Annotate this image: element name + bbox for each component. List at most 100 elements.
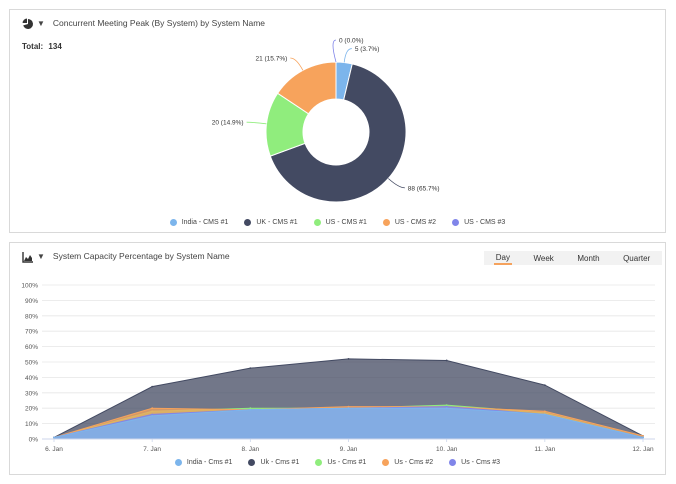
legend-label: US - CMS #1 [325,219,367,226]
legend-label: Uk - Cms #1 [260,459,300,466]
data-point-us-cms-3[interactable] [151,413,154,416]
data-point-us-cms-2[interactable] [151,407,154,410]
area-chart-title: System Capacity Percentage by System Nam… [52,251,230,261]
legend-label: Us - Cms #2 [394,459,434,466]
pie-legend: India - CMS #1 UK - CMS #1 US - CMS #1 US -… [10,219,665,226]
area-legend-item-india-cms-1[interactable]: India - Cms #1 [174,459,233,466]
legend-label: Us - Cms #3 [461,459,501,466]
legend-label: India - CMS #1 [181,219,229,226]
y-tick-label: 100% [21,283,38,290]
legend-marker-icon [315,459,323,466]
y-tick-label: 60% [25,344,38,351]
chart-type-caret-icon[interactable]: ▼ [37,251,45,261]
data-point-india-cms-1[interactable] [543,413,546,416]
pie-legend-item-us-cms-3[interactable]: US - CMS #3 [452,219,505,226]
y-tick-label: 80% [25,313,38,320]
data-point-india-cms-1[interactable] [151,415,154,417]
legend-marker-icon [382,459,390,466]
tab-week[interactable]: Week [533,253,554,263]
data-point-uk-cms-1[interactable] [249,367,252,370]
area-legend-item-uk-cms-1[interactable]: Uk - Cms #1 [248,459,299,466]
pie-legend-item-us-cms-1[interactable]: US - CMS #1 [313,219,367,226]
y-tick-label: 20% [25,406,38,413]
area-chart-panel: ▼ System Capacity Percentage by System N… [9,242,666,475]
pie-legend-item-uk-cms-1[interactable]: UK - CMS #1 [244,219,298,226]
pie-slice-uk-cms-1[interactable] [269,63,407,203]
data-point-india-cms-1[interactable] [53,436,55,439]
data-point-uk-cms-1[interactable] [347,358,350,360]
legend-label: US - CMS #2 [394,219,437,226]
donut-chart: 5 (3.7%) 88 (65.7%) 20 (14.9%) 21 (15.7%) 0 … [212,38,440,203]
area-legend: India - Cms #1 Uk - Cms #1 Us - Cms #1 Us -… [10,459,665,466]
data-point-us-cms-1[interactable] [445,404,448,407]
data-point-uk-cms-1[interactable] [543,384,546,386]
pie-data-label: 21 (15.7%) [255,55,287,62]
pie-chart-type-icon[interactable] [22,17,34,29]
x-tick-label: 12. Jan [632,446,654,453]
pie-panel-header: ▼ Concurrent Meeting Peak (By System) by… [22,17,265,29]
legend-marker-icon [449,459,457,466]
y-tick-label: 40% [25,375,38,382]
data-point-india-cms-1[interactable] [445,407,448,410]
y-tick-label: 70% [25,329,38,336]
chart-type-caret-icon[interactable]: ▼ [37,18,45,28]
area-legend-item-us-cms-3[interactable]: Us - Cms #3 [449,459,500,466]
tab-quarter[interactable]: Quarter [623,253,651,263]
total-label: Total: [22,42,44,51]
pie-data-label: 20 (14.9%) [212,120,244,127]
x-tick-label: 8. Jan [241,446,259,453]
area-fill-india-cms-1[interactable] [54,408,643,439]
legend-marker-icon [452,219,460,226]
tab-month[interactable]: Month [577,253,600,263]
legend-label: Us - Cms #1 [327,459,367,466]
pie-connector [290,57,304,71]
y-tick-label: 90% [25,298,38,305]
data-point-india-cms-1[interactable] [642,436,644,439]
legend-marker-icon [248,459,256,466]
area-legend-item-us-cms-2[interactable]: Us - Cms #2 [382,459,433,466]
data-point-india-cms-1[interactable] [249,408,252,411]
data-point-us-cms-1[interactable] [249,407,252,410]
pie-legend-item-india-cms-1[interactable]: India - CMS #1 [169,219,229,226]
x-tick-label: 7. Jan [143,446,161,453]
legend-label: US - CMS #3 [464,219,506,226]
legend-marker-icon [382,219,390,226]
area-chart-type-icon[interactable] [22,250,34,263]
x-tick-label: 9. Jan [340,446,358,453]
total-count: Total: 134 [22,42,62,51]
pie-connector [388,178,405,189]
data-point-uk-cms-1[interactable] [445,359,448,362]
total-value: 134 [48,42,62,51]
area-legend-item-us-cms-1[interactable]: Us - Cms #1 [315,459,366,466]
pie-data-label: 0 (0.0%) [339,38,364,45]
legend-label: UK - CMS #1 [256,219,298,226]
legend-label: India - Cms #1 [186,459,233,466]
data-point-us-cms-2[interactable] [543,410,546,413]
data-point-uk-cms-1[interactable] [151,385,154,388]
data-point-us-cms-2[interactable] [347,405,350,408]
pie-connector [332,39,337,63]
area-chart: 0% 10% 20% 30% 40% 50% 60% 70% 80% 90% 100% 6. Jan 7… [21,283,655,453]
pie-data-label: 88 (65.7%) [408,185,440,192]
x-tick-label: 6. Jan [45,446,63,453]
pie-legend-item-us-cms-2[interactable]: US - CMS #2 [382,219,437,226]
legend-marker-icon [174,459,182,466]
tab-day[interactable]: Day [493,252,512,265]
y-tick-label: 0% [29,437,39,444]
data-point-us-cms-2[interactable] [642,435,644,437]
pie-connector [343,48,352,63]
pie-connector [246,121,267,125]
pie-chart-panel: ▼ Concurrent Meeting Peak (By System) by… [9,9,666,233]
legend-marker-icon [244,219,252,226]
legend-marker-icon [169,219,177,226]
area-panel-header: ▼ System Capacity Percentage by System N… [22,250,230,263]
x-tick-label: 10. Jan [436,446,458,453]
y-tick-label: 10% [25,421,38,428]
legend-marker-icon [313,219,321,226]
data-point-us-cms-3[interactable] [445,405,448,408]
x-tick-label: 11. Jan [534,446,555,453]
pie-data-label: 5 (3.7%) [355,46,380,53]
y-tick-label: 50% [25,360,38,367]
data-point-india-cms-1[interactable] [347,407,350,410]
y-tick-label: 30% [25,390,38,397]
